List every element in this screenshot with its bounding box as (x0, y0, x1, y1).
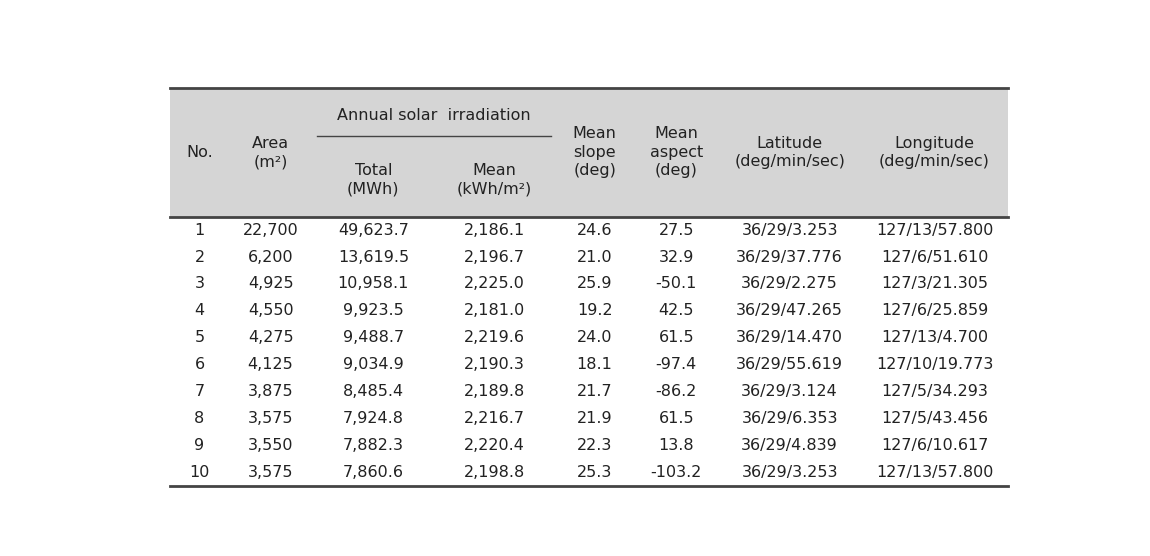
Text: Annual solar  irradiation: Annual solar irradiation (337, 108, 531, 122)
Text: 22.3: 22.3 (577, 438, 612, 453)
Text: 7,860.6: 7,860.6 (343, 465, 404, 480)
Text: 27.5: 27.5 (659, 222, 695, 237)
Text: Latitude
(deg/min/sec): Latitude (deg/min/sec) (734, 136, 845, 169)
Text: 36/29/3.253: 36/29/3.253 (742, 465, 838, 480)
Text: No.: No. (186, 145, 213, 160)
Text: 49,623.7: 49,623.7 (338, 222, 408, 237)
Text: 5: 5 (194, 330, 205, 345)
Text: 9,923.5: 9,923.5 (343, 304, 404, 319)
Text: 2,219.6: 2,219.6 (465, 330, 526, 345)
Text: Mean
slope
(deg): Mean slope (deg) (573, 126, 616, 178)
Text: 2,186.1: 2,186.1 (463, 222, 526, 237)
Text: 8,485.4: 8,485.4 (343, 384, 404, 399)
Text: Area
(m²): Area (m²) (252, 136, 289, 169)
Text: 2,190.3: 2,190.3 (465, 358, 524, 373)
Text: Mean
(kWh/m²): Mean (kWh/m²) (457, 162, 532, 196)
Text: 21.7: 21.7 (577, 384, 613, 399)
Text: 36/29/6.353: 36/29/6.353 (742, 411, 838, 426)
Text: -86.2: -86.2 (656, 384, 697, 399)
Text: 127/6/51.610: 127/6/51.610 (881, 250, 988, 265)
Text: 2,181.0: 2,181.0 (463, 304, 526, 319)
Text: 2,198.8: 2,198.8 (463, 465, 526, 480)
Text: 10: 10 (190, 465, 209, 480)
Text: 25.3: 25.3 (577, 465, 612, 480)
Text: Mean
aspect
(deg): Mean aspect (deg) (650, 126, 703, 178)
Bar (170, 88, 1009, 216)
Text: 127/6/25.859: 127/6/25.859 (881, 304, 988, 319)
Text: 36/29/47.265: 36/29/47.265 (736, 304, 843, 319)
Text: 18.1: 18.1 (576, 358, 613, 373)
Text: -103.2: -103.2 (651, 465, 702, 480)
Text: 127/3/21.305: 127/3/21.305 (881, 276, 988, 291)
Text: -50.1: -50.1 (656, 276, 697, 291)
Text: 2,225.0: 2,225.0 (465, 276, 524, 291)
Text: 36/29/14.470: 36/29/14.470 (736, 330, 843, 345)
Text: Total
(MWh): Total (MWh) (347, 162, 399, 196)
Text: 127/13/4.700: 127/13/4.700 (881, 330, 988, 345)
Text: 9,488.7: 9,488.7 (343, 330, 404, 345)
Text: 3,575: 3,575 (248, 411, 293, 426)
Text: 7,882.3: 7,882.3 (343, 438, 404, 453)
Text: 127/5/43.456: 127/5/43.456 (881, 411, 988, 426)
Text: 127/6/10.617: 127/6/10.617 (881, 438, 988, 453)
Text: 4: 4 (194, 304, 205, 319)
Text: 19.2: 19.2 (577, 304, 613, 319)
Text: 2: 2 (194, 250, 205, 265)
Text: 4,275: 4,275 (247, 330, 293, 345)
Text: 13,619.5: 13,619.5 (338, 250, 409, 265)
Text: 2,220.4: 2,220.4 (465, 438, 524, 453)
Text: 6,200: 6,200 (247, 250, 293, 265)
Text: 21.0: 21.0 (577, 250, 613, 265)
Text: 4,925: 4,925 (247, 276, 293, 291)
Text: 3,575: 3,575 (248, 465, 293, 480)
Text: 61.5: 61.5 (659, 330, 695, 345)
Text: 127/10/19.773: 127/10/19.773 (876, 358, 994, 373)
Text: 127/5/34.293: 127/5/34.293 (881, 384, 988, 399)
Text: 6: 6 (194, 358, 205, 373)
Text: 32.9: 32.9 (659, 250, 693, 265)
Text: 24.6: 24.6 (577, 222, 613, 237)
Text: 10,958.1: 10,958.1 (338, 276, 409, 291)
Text: 3,550: 3,550 (248, 438, 293, 453)
Text: 36/29/3.124: 36/29/3.124 (742, 384, 838, 399)
Text: 9: 9 (194, 438, 205, 453)
Text: 13.8: 13.8 (659, 438, 695, 453)
Text: 127/13/57.800: 127/13/57.800 (876, 465, 994, 480)
Text: 2,189.8: 2,189.8 (463, 384, 526, 399)
Text: 61.5: 61.5 (659, 411, 695, 426)
Text: 22,700: 22,700 (243, 222, 299, 237)
Text: 127/13/57.800: 127/13/57.800 (876, 222, 994, 237)
Text: 3: 3 (194, 276, 205, 291)
Text: 36/29/4.839: 36/29/4.839 (742, 438, 838, 453)
Text: 2,216.7: 2,216.7 (465, 411, 526, 426)
Text: 42.5: 42.5 (659, 304, 695, 319)
Text: 2,196.7: 2,196.7 (465, 250, 526, 265)
Text: 36/29/2.275: 36/29/2.275 (742, 276, 838, 291)
Text: 4,125: 4,125 (247, 358, 293, 373)
Text: 36/29/3.253: 36/29/3.253 (742, 222, 838, 237)
Text: 21.9: 21.9 (577, 411, 613, 426)
Text: 8: 8 (194, 411, 205, 426)
Text: Longitude
(deg/min/sec): Longitude (deg/min/sec) (879, 136, 990, 169)
Text: 7: 7 (194, 384, 205, 399)
Text: 36/29/55.619: 36/29/55.619 (736, 358, 843, 373)
Text: 24.0: 24.0 (577, 330, 613, 345)
Text: -97.4: -97.4 (656, 358, 697, 373)
Text: 9,034.9: 9,034.9 (343, 358, 404, 373)
Text: 4,550: 4,550 (247, 304, 293, 319)
Text: 3,875: 3,875 (247, 384, 293, 399)
Text: 25.9: 25.9 (577, 276, 613, 291)
Text: 36/29/37.776: 36/29/37.776 (736, 250, 843, 265)
Text: 1: 1 (194, 222, 205, 237)
Text: 7,924.8: 7,924.8 (343, 411, 404, 426)
